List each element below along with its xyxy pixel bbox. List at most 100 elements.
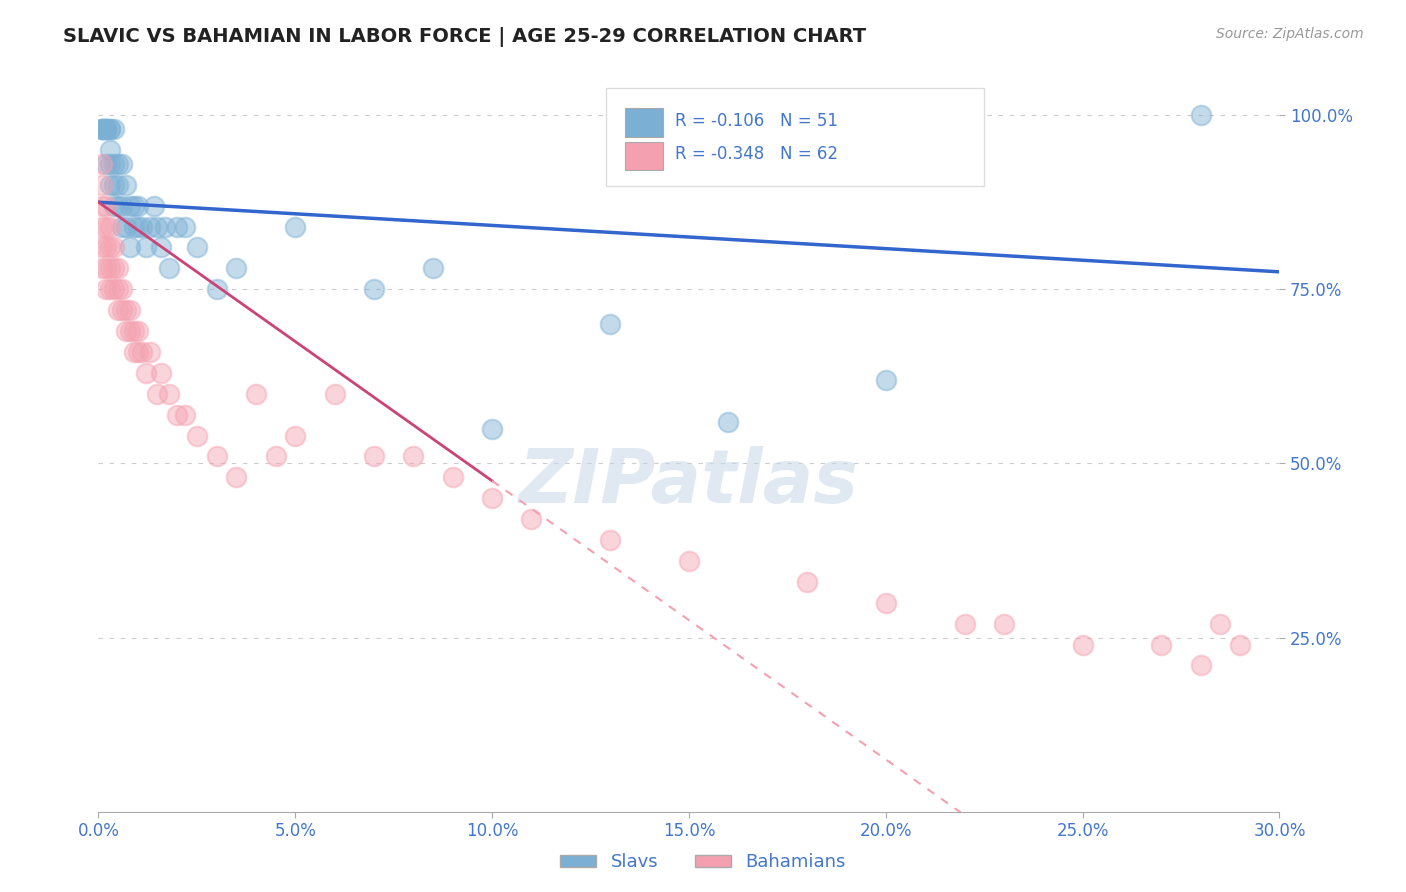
Point [402, 450, 425, 464]
Point [111, 157, 134, 171]
Point [122, 219, 145, 234]
FancyBboxPatch shape [626, 142, 664, 170]
Point [146, 219, 169, 234]
Point [166, 408, 188, 422]
Point [796, 574, 818, 589]
Point [284, 219, 307, 234]
Point [1209, 616, 1232, 631]
Point [91, 240, 114, 254]
Point [118, 240, 141, 254]
Point [118, 199, 141, 213]
Point [150, 366, 173, 380]
Point [127, 324, 149, 338]
Point [91, 157, 114, 171]
Point [115, 219, 138, 234]
Point [98, 122, 121, 136]
Point [245, 386, 267, 401]
Point [131, 219, 153, 234]
Point [363, 282, 385, 296]
Point [103, 157, 125, 171]
Point [481, 421, 503, 435]
Point [599, 317, 621, 331]
Point [91, 219, 114, 234]
Point [205, 282, 228, 296]
Point [107, 261, 129, 276]
Point [174, 408, 197, 422]
Point [98, 282, 121, 296]
Point [131, 345, 153, 359]
Point [1189, 108, 1212, 122]
Point [107, 303, 129, 318]
Point [122, 324, 145, 338]
Point [127, 199, 149, 213]
Point [91, 122, 114, 136]
Point [96, 157, 118, 171]
Point [96, 122, 118, 136]
Point [1150, 638, 1173, 652]
Point [115, 324, 138, 338]
Point [150, 240, 173, 254]
Point [1189, 658, 1212, 673]
Point [875, 373, 897, 387]
Point [103, 178, 125, 192]
Point [146, 386, 169, 401]
Point [96, 282, 118, 296]
Point [115, 178, 138, 192]
Point [225, 261, 247, 276]
Point [103, 240, 125, 254]
Point [107, 199, 129, 213]
Point [96, 122, 118, 136]
Point [138, 345, 160, 359]
Point [225, 470, 247, 484]
Point [96, 261, 118, 276]
Point [98, 143, 121, 157]
Text: ZIPatlas: ZIPatlas [519, 446, 859, 519]
Point [323, 386, 346, 401]
Text: SLAVIC VS BAHAMIAN IN LABOR FORCE | AGE 25-29 CORRELATION CHART: SLAVIC VS BAHAMIAN IN LABOR FORCE | AGE … [63, 27, 866, 46]
Point [96, 219, 118, 234]
Point [91, 122, 114, 136]
Point [98, 219, 121, 234]
FancyBboxPatch shape [606, 87, 984, 186]
Point [122, 199, 145, 213]
Point [96, 199, 118, 213]
Point [111, 199, 134, 213]
Point [127, 219, 149, 234]
Point [107, 157, 129, 171]
Legend: Slavs, Bahamians: Slavs, Bahamians [553, 847, 853, 879]
Point [157, 261, 180, 276]
Point [107, 282, 129, 296]
Point [441, 470, 464, 484]
Point [520, 512, 543, 526]
Point [91, 178, 114, 192]
Point [138, 219, 160, 234]
Point [91, 261, 114, 276]
Point [115, 303, 138, 318]
Point [91, 199, 114, 213]
Point [155, 219, 177, 234]
Point [875, 596, 897, 610]
Point [96, 122, 118, 136]
Point [1229, 638, 1251, 652]
Point [98, 178, 121, 192]
Text: R = -0.106   N = 51: R = -0.106 N = 51 [675, 112, 838, 129]
Point [422, 261, 444, 276]
Text: R = -0.348   N = 62: R = -0.348 N = 62 [675, 145, 838, 163]
Point [122, 345, 145, 359]
Point [103, 199, 125, 213]
Point [118, 303, 141, 318]
Point [205, 450, 228, 464]
Point [98, 122, 121, 136]
Point [96, 240, 118, 254]
Point [993, 616, 1015, 631]
Point [284, 428, 307, 442]
Point [599, 533, 621, 547]
Point [481, 491, 503, 506]
Point [103, 261, 125, 276]
Point [717, 415, 740, 429]
Point [135, 366, 157, 380]
Point [174, 219, 197, 234]
Point [98, 240, 121, 254]
Point [186, 240, 208, 254]
Point [111, 219, 134, 234]
